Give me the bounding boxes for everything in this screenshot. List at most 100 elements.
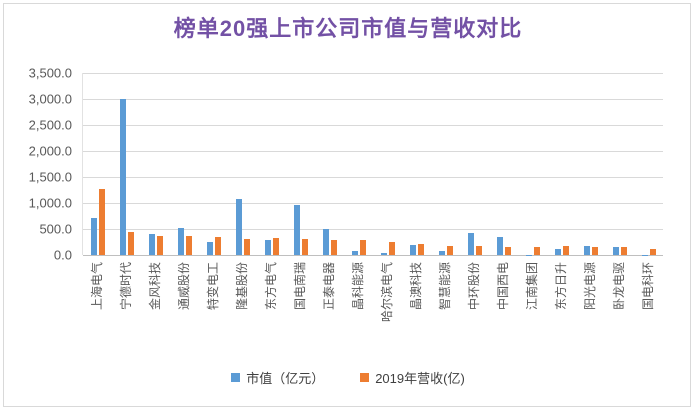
market-cap-bar	[90, 217, 97, 255]
x-category: 哈尔滨电气	[372, 256, 401, 358]
market-cap-bar	[525, 254, 532, 255]
market-cap-bar	[177, 228, 184, 255]
market-cap-bar	[554, 249, 561, 255]
gridline	[83, 203, 663, 204]
x-category-label: 上海电气	[89, 262, 104, 311]
market-cap-bar	[496, 236, 503, 255]
bar-group	[460, 73, 489, 255]
plot-area	[82, 73, 663, 256]
x-category: 江南集团	[517, 256, 546, 358]
gridline	[83, 177, 663, 178]
x-category-label: 东方日升	[553, 262, 568, 311]
market-cap-bar	[380, 252, 387, 255]
x-category-label: 中环股份	[466, 262, 481, 311]
legend-label: 2019年营收(亿)	[375, 371, 465, 386]
revenue-bar	[359, 240, 366, 255]
y-tick-label: 3,000.0	[28, 91, 72, 107]
legend-label: 市值（亿元）	[246, 371, 325, 386]
x-category: 晶科能源	[343, 256, 372, 358]
gridlines	[83, 73, 663, 256]
bar-group	[634, 73, 663, 255]
revenue-bar	[156, 235, 163, 255]
revenue-bar	[562, 245, 569, 255]
bar-group	[518, 73, 547, 255]
x-category-label: 哈尔滨电气	[379, 262, 394, 323]
bar-group	[141, 73, 170, 255]
gridline	[83, 125, 663, 126]
x-category-label: 国电南瑞	[292, 262, 307, 311]
bar-group	[373, 73, 402, 255]
x-category-label: 晶科能源	[350, 262, 365, 311]
legend-item: 2019年营收(亿)	[360, 368, 465, 387]
bar-group	[83, 73, 112, 255]
bar-group	[112, 73, 141, 255]
x-category-label: 智慧能源	[437, 262, 452, 311]
x-category: 通威股份	[169, 256, 198, 358]
y-tick-label: 2,000.0	[28, 143, 72, 159]
bar-group	[170, 73, 199, 255]
revenue-bar	[214, 236, 221, 255]
revenue-bar	[388, 242, 395, 255]
revenue-bar	[446, 245, 453, 255]
revenue-bar	[417, 244, 424, 255]
x-category-label: 中国西电	[495, 262, 510, 311]
x-category: 国电科环	[633, 256, 662, 358]
x-category: 特变电工	[198, 256, 227, 358]
x-axis-labels: 上海电气 宁德时代 金风科技 通威股份 特变电工 隆基股份 东方电气 国电南瑞 正泰电器 晶科能源…	[82, 256, 662, 358]
bar-group	[489, 73, 518, 255]
market-cap-bar	[583, 246, 590, 255]
x-category: 阳光电源	[575, 256, 604, 358]
x-category-label: 通威股份	[176, 262, 191, 311]
x-category-label: 金风科技	[147, 262, 162, 311]
revenue-bar	[243, 238, 250, 255]
x-category: 晶澳科技	[401, 256, 430, 358]
bar-group	[286, 73, 315, 255]
x-category-label: 阳光电源	[582, 262, 597, 311]
x-category: 宁德时代	[111, 256, 140, 358]
y-tick-label: 500.0	[39, 221, 72, 237]
market-cap-bar	[409, 245, 416, 255]
revenue-bar	[533, 246, 540, 255]
bars-container	[83, 73, 663, 255]
revenue-bar	[475, 245, 482, 255]
market-cap-bar	[467, 233, 474, 255]
chart-title: 榜单20强上市公司市值与营收对比	[173, 16, 523, 41]
x-category-label: 晶澳科技	[408, 262, 423, 311]
x-category: 东方电气	[256, 256, 285, 358]
market-cap-bar	[206, 242, 213, 255]
bar-group	[605, 73, 634, 255]
market-cap-bar	[322, 228, 329, 255]
x-category-label: 正泰电器	[321, 262, 336, 311]
revenue-bar	[330, 239, 337, 255]
legend-swatch-revenue	[360, 373, 370, 382]
market-cap-bar	[351, 251, 358, 255]
x-category-label: 国电科环	[640, 262, 655, 311]
x-category: 中环股份	[459, 256, 488, 358]
market-cap-bar	[438, 250, 445, 255]
y-tick-label: 1,000.0	[28, 195, 72, 211]
bar-group	[402, 73, 431, 255]
x-category-label: 隆基股份	[234, 262, 249, 311]
revenue-bar	[649, 248, 656, 255]
market-cap-bar	[235, 199, 242, 255]
gridline	[83, 255, 663, 256]
x-category-label: 特变电工	[205, 262, 220, 311]
legend: 市值（亿元） 2019年营收(亿)	[0, 368, 696, 387]
revenue-bar	[620, 247, 627, 255]
x-category: 上海电气	[82, 256, 111, 358]
market-cap-bar	[119, 98, 126, 255]
gridline	[83, 151, 663, 152]
x-category-label: 东方电气	[263, 262, 278, 311]
revenue-bar	[591, 247, 598, 255]
y-tick-label: 1,500.0	[28, 169, 72, 185]
x-category: 中国西电	[488, 256, 517, 358]
y-tick-label: 0.0	[53, 247, 72, 263]
bar-group	[431, 73, 460, 255]
market-cap-bar	[293, 205, 300, 255]
revenue-bar	[185, 236, 192, 255]
market-cap-bar	[264, 239, 271, 255]
bar-group	[199, 73, 228, 255]
gridline	[83, 99, 663, 100]
y-tick-label: 2,500.0	[28, 117, 72, 133]
